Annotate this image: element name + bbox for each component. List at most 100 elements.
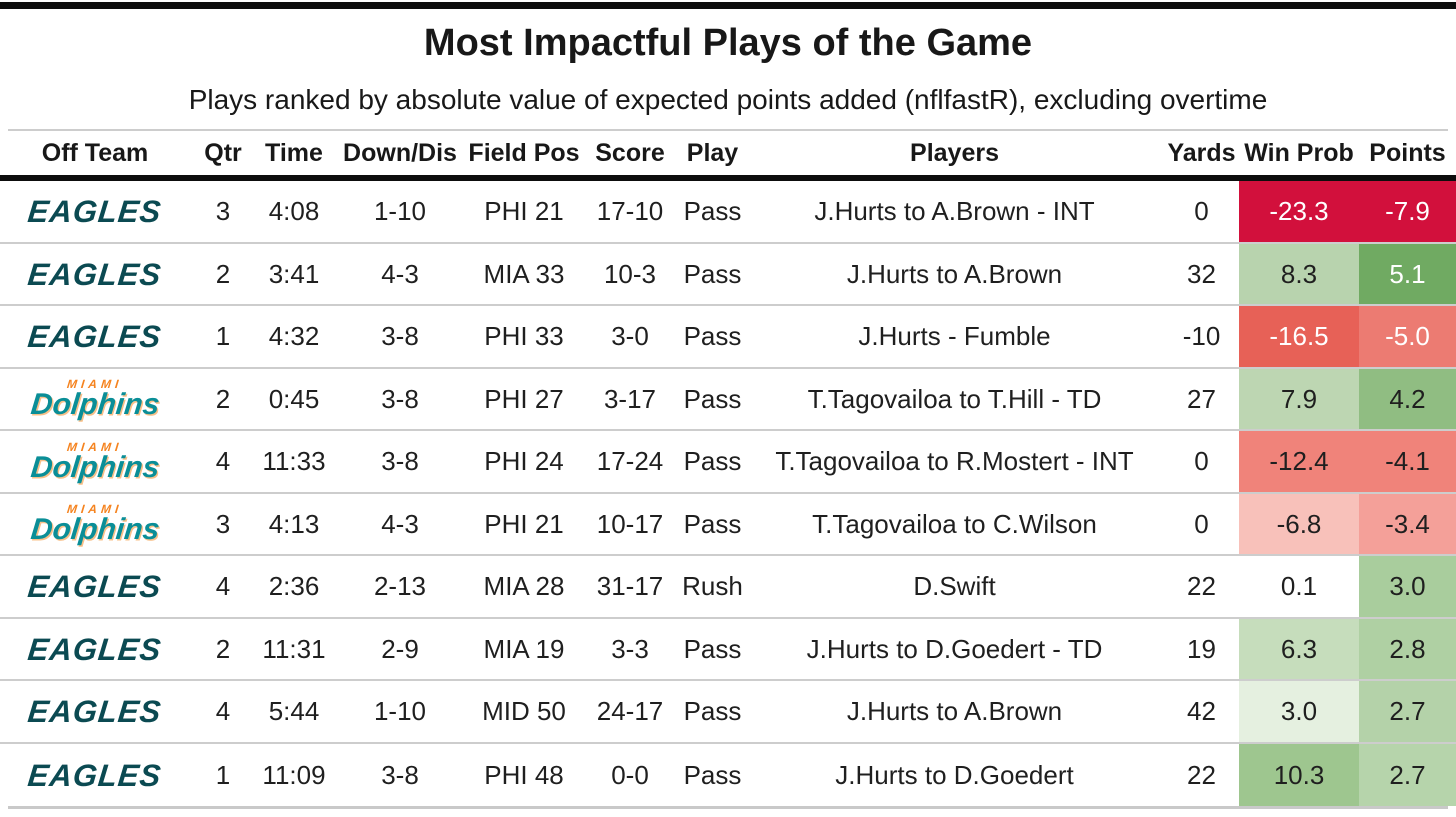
cell-time: 11:31 bbox=[262, 633, 326, 664]
dolphins-wordmark: Dolphins bbox=[29, 388, 161, 422]
cell-play: Pass bbox=[683, 508, 742, 539]
cell-field-pos: PHI 33 bbox=[484, 321, 564, 352]
cell-play: Pass bbox=[683, 633, 742, 664]
cell-win-prob: 7.9 bbox=[1239, 368, 1359, 430]
eagles-wordmark: EAGLES bbox=[26, 319, 164, 355]
cell-players: J.Hurts to D.Goedert - TD bbox=[806, 633, 1103, 664]
cell-players: J.Hurts to A.Brown bbox=[846, 696, 1063, 727]
dolphins-wordmark: Dolphins bbox=[29, 513, 161, 547]
cell-points: -3.4 bbox=[1359, 493, 1456, 555]
column-header-score: Score bbox=[595, 138, 665, 167]
cell-field-pos: MIA 19 bbox=[483, 633, 565, 664]
cell-points: 3.0 bbox=[1359, 556, 1456, 617]
cell-qtr: 3 bbox=[215, 196, 231, 227]
cell-field-pos: PHI 21 bbox=[484, 508, 564, 539]
cell-score: 10-17 bbox=[596, 508, 664, 539]
team-logo-dolphins: MIAMI Dolphins bbox=[0, 431, 190, 492]
cell-time: 11:33 bbox=[262, 446, 326, 477]
cell-win-prob: -6.8 bbox=[1239, 493, 1359, 555]
cell-yards: 22 bbox=[1187, 571, 1216, 602]
cell-down-dis: 3-8 bbox=[381, 383, 419, 414]
cell-play: Pass bbox=[683, 196, 742, 227]
table-row: MIAMI Dolphins 4 11:33 3-8 PHI 24 17-24 Pass T.T… bbox=[0, 431, 1456, 494]
cell-score: 3-3 bbox=[611, 633, 649, 664]
cell-time: 5:44 bbox=[268, 696, 320, 727]
table-row: MIAMI Dolphins 2 0:45 3-8 PHI 27 3-17 Pass T.Tag… bbox=[0, 368, 1456, 432]
bottom-rule bbox=[8, 806, 1448, 810]
cell-points: -4.1 bbox=[1359, 431, 1456, 492]
cell-win-prob: -16.5 bbox=[1239, 306, 1359, 367]
cell-down-dis: 3-8 bbox=[381, 321, 419, 352]
cell-play: Pass bbox=[683, 759, 742, 790]
cell-down-dis: 4-3 bbox=[381, 508, 419, 539]
cell-play: Pass bbox=[683, 258, 742, 289]
cell-players: J.Hurts to A.Brown - INT bbox=[814, 196, 1095, 227]
table-row: EAGLES 1 4:32 3-8 PHI 33 3-0 Pass J.Hurts - Fum… bbox=[0, 306, 1456, 369]
cell-time: 4:13 bbox=[268, 508, 320, 539]
eagles-wordmark: EAGLES bbox=[26, 757, 164, 793]
eagles-wordmark: EAGLES bbox=[26, 256, 164, 292]
cell-score: 31-17 bbox=[596, 571, 664, 602]
cell-score: 17-24 bbox=[596, 446, 664, 477]
cell-score: 3-17 bbox=[603, 383, 657, 414]
cell-points: -5.0 bbox=[1359, 306, 1456, 367]
cell-score: 24-17 bbox=[596, 696, 664, 727]
cell-win-prob: 6.3 bbox=[1239, 618, 1359, 680]
eagles-wordmark: EAGLES bbox=[26, 194, 164, 230]
cell-down-dis: 1-10 bbox=[373, 696, 427, 727]
cell-score: 0-0 bbox=[611, 759, 649, 790]
cell-down-dis: 4-3 bbox=[381, 258, 419, 289]
cell-points: -7.9 bbox=[1359, 181, 1456, 242]
cell-field-pos: MIA 33 bbox=[483, 258, 565, 289]
team-logo-eagles: EAGLES bbox=[0, 681, 190, 742]
cell-time: 4:32 bbox=[268, 321, 320, 352]
cell-players: T.Tagovailoa to R.Mostert - INT bbox=[775, 446, 1134, 477]
table-row: MIAMI Dolphins 3 4:13 4-3 PHI 21 10-17 Pass T.Ta… bbox=[0, 493, 1456, 557]
cell-players: T.Tagovailoa to T.Hill - TD bbox=[807, 383, 1102, 414]
column-header-players: Players bbox=[910, 138, 999, 167]
cell-down-dis: 3-8 bbox=[381, 759, 419, 790]
cell-field-pos: PHI 21 bbox=[484, 196, 564, 227]
top-rule bbox=[0, 2, 1456, 9]
cell-yards: 0 bbox=[1194, 446, 1209, 477]
team-logo-eagles: EAGLES bbox=[0, 181, 190, 242]
cell-yards: 42 bbox=[1187, 696, 1216, 727]
column-header-qtr: Qtr bbox=[204, 138, 242, 167]
column-header-play: Play bbox=[686, 138, 739, 167]
team-logo-eagles: EAGLES bbox=[0, 244, 190, 305]
eagles-wordmark: EAGLES bbox=[26, 631, 164, 667]
cell-play: Rush bbox=[682, 571, 743, 602]
cell-win-prob: 10.3 bbox=[1239, 743, 1359, 807]
cell-qtr: 4 bbox=[215, 446, 231, 477]
cell-win-prob: 8.3 bbox=[1239, 243, 1359, 305]
cell-qtr: 4 bbox=[215, 696, 231, 727]
cell-players: T.Tagovailoa to C.Wilson bbox=[812, 508, 1097, 539]
cell-yards: -10 bbox=[1182, 321, 1221, 352]
column-header-yards: Yards bbox=[1167, 138, 1236, 167]
cell-yards: 22 bbox=[1187, 759, 1216, 790]
column-header-field-pos: Field Pos bbox=[468, 138, 580, 167]
cell-play: Pass bbox=[683, 321, 742, 352]
cell-points: 5.1 bbox=[1359, 243, 1456, 305]
cell-win-prob: 3.0 bbox=[1239, 681, 1359, 742]
table-row: EAGLES 4 2:36 2-13 MIA 28 31-17 Rush D.Swift 22 0… bbox=[0, 556, 1456, 619]
cell-win-prob: 0.1 bbox=[1239, 556, 1359, 617]
cell-players: J.Hurts - Fumble bbox=[858, 321, 1051, 352]
cell-score: 3-0 bbox=[611, 321, 649, 352]
cell-play: Pass bbox=[683, 383, 742, 414]
cell-qtr: 3 bbox=[215, 508, 231, 539]
cell-points: 2.8 bbox=[1359, 618, 1456, 680]
team-logo-eagles: EAGLES bbox=[0, 556, 190, 617]
column-header-win-prob: Win Prob bbox=[1244, 138, 1354, 167]
table-body: EAGLES 3 4:08 1-10 PHI 21 17-10 Pass J.Hurts to… bbox=[0, 181, 1456, 807]
cell-qtr: 1 bbox=[215, 759, 231, 790]
cell-yards: 27 bbox=[1187, 383, 1216, 414]
cell-qtr: 2 bbox=[215, 633, 231, 664]
column-header-off-team: Off Team bbox=[41, 138, 149, 167]
team-logo-dolphins: MIAMI Dolphins bbox=[0, 369, 190, 430]
cell-yards: 0 bbox=[1194, 508, 1209, 539]
cell-field-pos: PHI 48 bbox=[484, 759, 564, 790]
cell-players: J.Hurts to A.Brown bbox=[846, 258, 1063, 289]
table-row: EAGLES 1 11:09 3-8 PHI 48 0-0 Pass J.Hurts to D… bbox=[0, 743, 1456, 807]
